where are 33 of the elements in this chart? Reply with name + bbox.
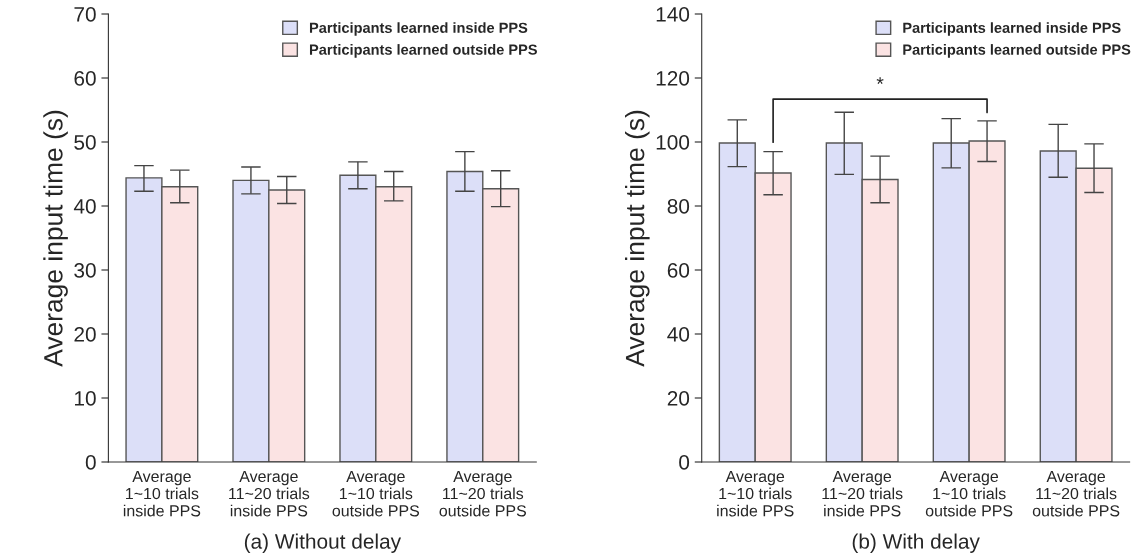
legend-label: Participants learned inside PPS [903, 22, 1121, 36]
y-tick-label: 80 [667, 199, 690, 214]
legend-label: Participants learned outside PPS [309, 44, 537, 58]
x-tick-label: Average 11~20 trials inside PPS [822, 470, 903, 517]
y-tick-label: 140 [656, 7, 690, 22]
y-tick-label: 30 [74, 263, 96, 278]
x-tick-label: Average 1~10 trials inside PPS [717, 470, 794, 517]
legend-label: Participants learned outside PPS [903, 44, 1131, 58]
y-tick-label: 50 [74, 135, 96, 150]
y-axis-title: Average input time (s) [43, 110, 68, 367]
y-tick-label: 0 [679, 455, 690, 470]
x-axis-title: (b) With delay [852, 533, 980, 553]
x-tick-label: Average 11~20 trials inside PPS [229, 470, 310, 517]
x-tick-label: Average 11~20 trials outside PPS [1032, 470, 1120, 517]
x-tick-label: Average 1~10 trials outside PPS [925, 470, 1013, 517]
y-tick-label: 120 [656, 71, 690, 86]
y-tick-label: 20 [667, 391, 690, 406]
y-tick-label: 70 [74, 7, 96, 22]
y-tick-label: 40 [667, 327, 690, 342]
x-axis-title: (a) Without delay [244, 533, 402, 553]
annotation: * [876, 77, 884, 85]
x-tick-label: Average 1~10 trials inside PPS [123, 470, 201, 517]
x-tick-label: Average 1~10 trials outside PPS [332, 470, 420, 517]
y-axis-title: Average input time (s) [625, 110, 650, 367]
y-tick-label: 10 [75, 391, 96, 406]
legend-label: Participants learned inside PPS [309, 22, 528, 36]
x-tick-label: Average 11~20 trials outside PPS [439, 470, 526, 517]
y-tick-label: 100 [656, 135, 690, 150]
y-tick-label: 20 [74, 327, 96, 342]
y-tick-label: 40 [73, 199, 96, 214]
y-tick-label: 60 [667, 263, 690, 278]
y-tick-label: 60 [74, 71, 96, 86]
y-tick-label: 0 [85, 455, 96, 470]
